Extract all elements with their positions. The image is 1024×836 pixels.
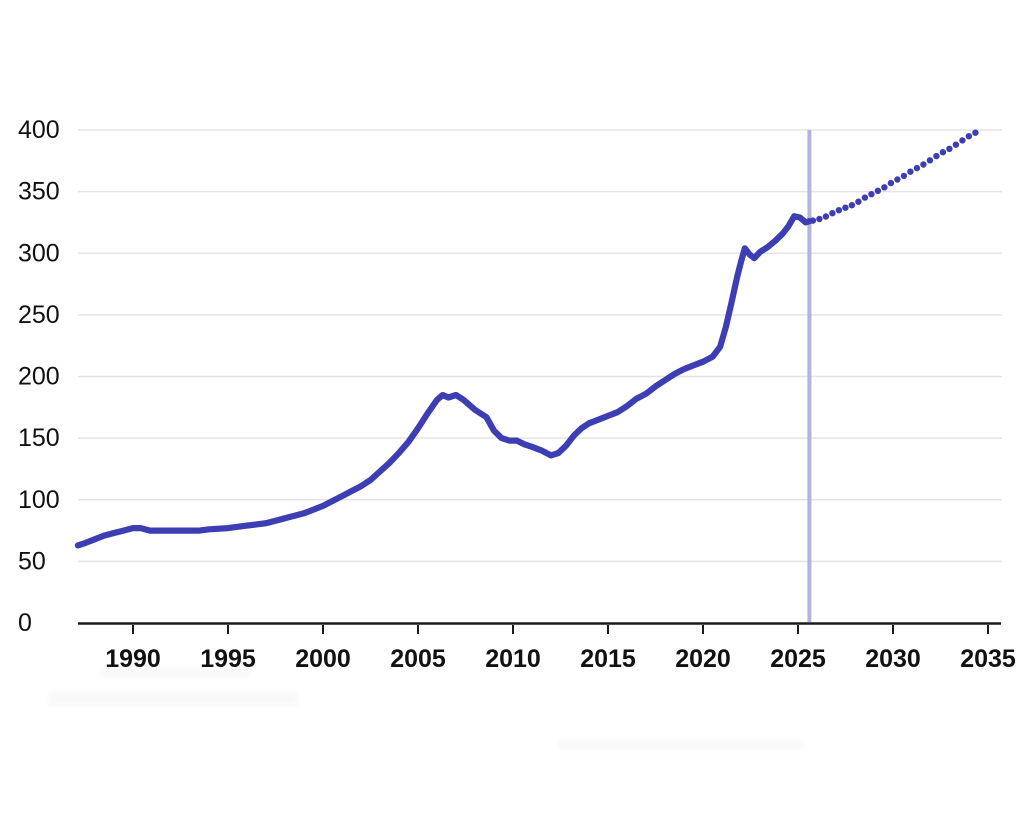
- y-tick-label: 200: [18, 363, 60, 391]
- y-tick-label: 50: [18, 547, 46, 575]
- y-tick-label: 250: [18, 301, 60, 329]
- forecast-dot: [848, 202, 856, 209]
- y-tick-label: 400: [18, 116, 60, 144]
- series-historical-line: [74, 213, 813, 549]
- forecast-dot: [822, 213, 830, 220]
- y-tick-label: 350: [18, 178, 60, 206]
- y-tick-label: 150: [18, 424, 60, 452]
- forecast-dot: [894, 176, 901, 183]
- x-tick-label: 2025: [770, 645, 826, 673]
- x-tick-label: 2030: [865, 645, 921, 673]
- forecast-dot: [829, 210, 836, 217]
- forecast-dot: [881, 184, 888, 191]
- y-tick-label: 100: [18, 486, 60, 514]
- x-axis-ticks: [132, 625, 989, 634]
- series-forecast-dots: [809, 129, 979, 224]
- forecast-dot: [874, 187, 882, 194]
- forecast-dot: [900, 172, 908, 180]
- x-tick-label: 2010: [485, 645, 541, 673]
- y-tick-label: 0: [18, 609, 32, 637]
- y-tick-label: 300: [18, 239, 60, 267]
- forecast-dot: [861, 194, 869, 201]
- forecast-dot: [933, 152, 940, 160]
- x-axis-labels: 1990 1995 2000 2005 2010 2015 2020 2025 2030 2035: [105, 645, 1016, 673]
- forecast-dot: [920, 161, 927, 168]
- forecast-dot: [816, 215, 823, 223]
- x-tick-label: 2000: [295, 645, 351, 673]
- forecast-dot: [952, 141, 960, 148]
- x-tick-label: 2035: [960, 645, 1016, 673]
- x-tick-label: 2005: [390, 645, 446, 673]
- forecast-dot: [907, 168, 914, 175]
- forecast-dot: [939, 149, 947, 156]
- forecast-dot: [926, 157, 934, 164]
- x-tick-label: 2015: [580, 645, 636, 673]
- forecast-dot: [809, 217, 817, 224]
- forecast-dot: [965, 133, 973, 140]
- forecast-dot: [835, 207, 843, 214]
- y-axis-labels: 0 50 100 150 200 250 300 350 400: [18, 116, 60, 637]
- x-tick-label: 1995: [200, 645, 256, 673]
- forecast-dot: [972, 129, 979, 136]
- forecast-dot: [868, 191, 875, 198]
- forecast-dot: [959, 137, 966, 144]
- forecast-dot: [855, 198, 862, 205]
- forecast-dot: [946, 145, 953, 152]
- forecast-dot: [887, 179, 895, 187]
- forecast-dot: [842, 204, 849, 211]
- x-tick-label: 2020: [675, 645, 731, 673]
- gridlines: [78, 129, 1002, 563]
- x-tick-label: 1990: [105, 645, 161, 673]
- forecast-dot: [913, 164, 921, 172]
